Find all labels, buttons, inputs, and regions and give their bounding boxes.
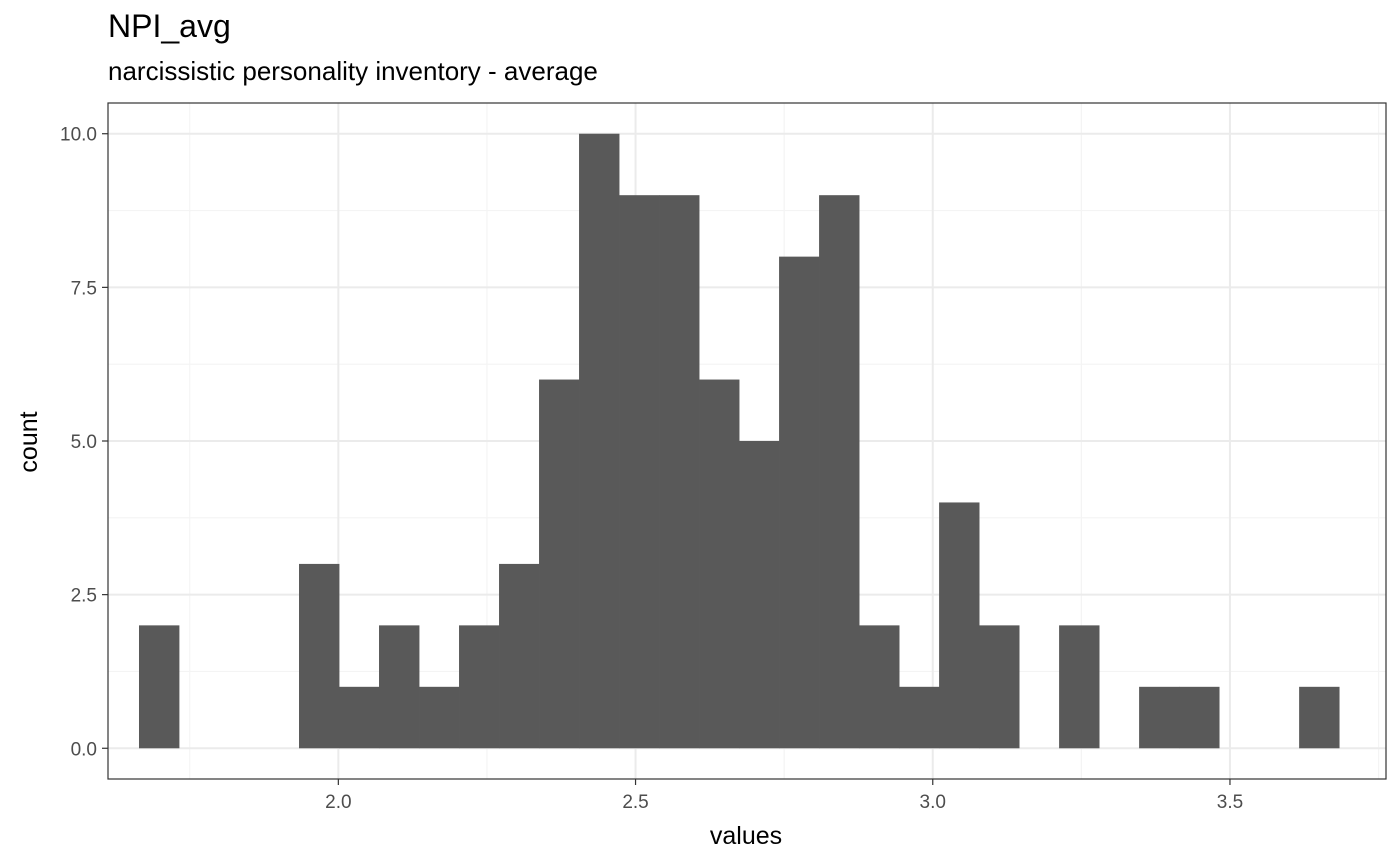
histogram-bar — [1059, 625, 1100, 749]
chart-subtitle: narcissistic personality inventory - ave… — [108, 56, 598, 86]
y-tick-label: 5.0 — [71, 432, 97, 453]
y-tick-label: 0.0 — [71, 739, 97, 760]
histogram-bar — [339, 686, 380, 749]
histogram-bar — [379, 625, 420, 749]
x-tick-label: 2.0 — [325, 792, 351, 813]
histogram-bar — [138, 625, 180, 749]
histogram-bar — [659, 195, 700, 749]
x-tick-label: 2.5 — [622, 792, 648, 813]
histogram-bar — [459, 625, 500, 749]
x-axis: 2.0 2.5 3.0 3.5 — [325, 779, 1243, 813]
histogram-bar — [699, 379, 740, 749]
histogram-bar — [779, 256, 820, 749]
histogram-bar — [419, 686, 460, 749]
histogram-bar — [499, 563, 540, 749]
histogram-bar — [979, 625, 1020, 749]
x-axis-title: values — [710, 822, 782, 850]
histogram-bar — [1179, 686, 1220, 749]
x-tick-label: 3.0 — [920, 792, 946, 813]
x-tick-label: 3.5 — [1217, 792, 1243, 813]
histogram-bar — [579, 133, 620, 749]
histogram-bar — [899, 686, 940, 749]
y-tick-label: 7.5 — [71, 278, 97, 299]
histogram-bar — [1299, 686, 1340, 749]
y-tick-label: 10.0 — [60, 125, 97, 146]
histogram-bar — [299, 563, 340, 749]
y-axis: 0.0 2.5 5.0 7.5 10.0 — [60, 125, 108, 760]
histogram-bar — [739, 441, 780, 749]
histogram-bar — [819, 195, 860, 749]
histogram-bar — [939, 502, 980, 749]
chart-title: NPI_avg — [108, 8, 231, 44]
histogram-bar — [859, 625, 900, 749]
histogram-bars — [138, 133, 1340, 749]
y-tick-label: 2.5 — [71, 586, 97, 607]
histogram-bar — [619, 195, 660, 749]
histogram-bar — [539, 379, 580, 749]
y-axis-title: count — [15, 411, 43, 472]
histogram-bar — [1139, 686, 1180, 749]
